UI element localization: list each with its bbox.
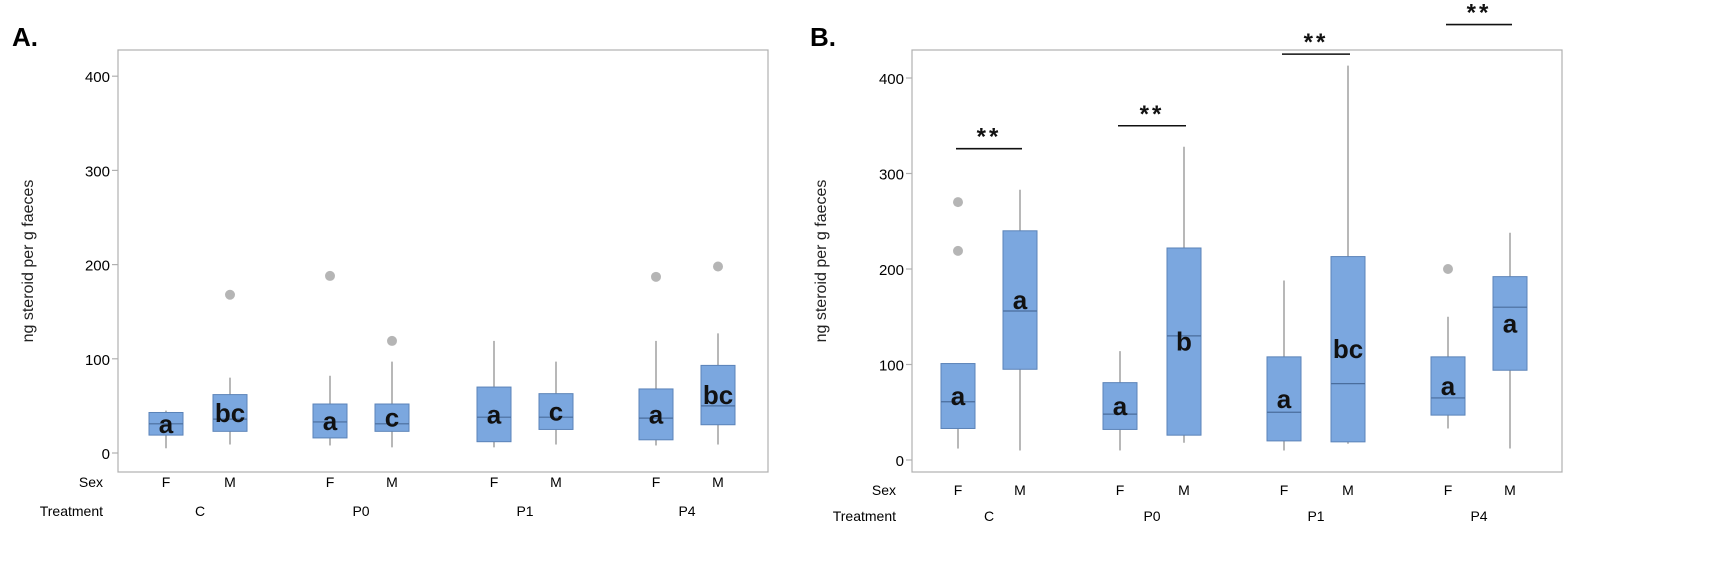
sex-label: F [1280,482,1289,498]
box [538,393,574,430]
group-letter: a [1441,371,1456,401]
group-letter: bc [1333,334,1363,364]
y-tick-label: 100 [85,352,110,369]
box [638,388,674,441]
y-tick-label: 100 [879,358,904,375]
sex-label: M [1342,482,1354,498]
sex-label: M [1014,482,1026,498]
significance-label: ** [1140,101,1165,128]
plot-frame [117,49,769,473]
treatment-label: P4 [678,503,695,519]
y-tick-label: 400 [85,69,110,86]
panel-b: B. 0 100 200 300 400 ng steroid per g faeces Se… [810,0,1563,524]
outlier-point [651,271,661,282]
sex-label: M [386,474,398,490]
sex-label: M [712,474,724,490]
y-tick-label: 0 [102,446,110,463]
treatment-label: P1 [1307,508,1324,524]
y-axis-label: ng steroid per g faeces [813,180,830,343]
plot-frame [911,49,1563,473]
significance-label: ** [977,124,1002,151]
group-letter: bc [703,380,733,410]
y-tick-label: 300 [85,163,110,180]
panel-label: A. [12,22,38,52]
box [476,386,512,443]
significance-label: ** [1467,0,1492,27]
box [1266,356,1302,442]
box [374,403,410,432]
y-tick-label: 200 [879,262,904,279]
group-letter: a [1503,308,1518,338]
treatment-label: P0 [352,503,369,519]
outlier-point [325,270,335,281]
box [1166,247,1202,436]
group-letter: bc [215,398,245,428]
outlier-point [953,197,963,208]
row-label-sex: Sex [79,474,103,490]
y-tick-label: 300 [879,167,904,184]
box [1492,276,1528,371]
group-letter: a [649,399,664,429]
box [940,363,976,429]
group-letter: a [1113,391,1128,421]
outlier-point [953,245,963,256]
treatment-label: C [984,508,994,524]
box [1430,356,1466,416]
sex-label: F [162,474,171,490]
row-label-treatment: Treatment [833,508,896,524]
treatment-label: P1 [516,503,533,519]
box [312,403,348,439]
box [212,394,248,432]
row-label-sex: Sex [872,482,896,498]
significance-label: ** [1304,29,1329,56]
group-letter: a [1277,384,1292,414]
group-letter: a [951,381,966,411]
treatment-label: P4 [1470,508,1487,524]
y-tick-label: 0 [896,453,904,470]
sex-label: M [224,474,236,490]
treatment-label: P0 [1143,508,1160,524]
y-tick-label: 200 [85,258,110,275]
y-axis-label: ng steroid per g faeces [20,180,37,343]
group-letter: a [159,409,174,439]
sex-label: F [1116,482,1125,498]
group-letter: a [1013,285,1028,315]
outlier-point [387,335,397,346]
outlier-point [1443,264,1453,274]
group-letter: a [487,399,502,429]
sex-label: F [954,482,963,498]
sex-label: F [1444,482,1453,498]
panel-label: B. [810,22,836,52]
sex-label: F [652,474,661,490]
sex-label: F [326,474,335,490]
panel-a: A. 0 100 200 300 400 ng steroid per g faeces Se… [12,22,769,519]
sex-label: M [1178,482,1190,498]
group-letter: c [385,403,399,433]
row-label-treatment: Treatment [40,503,103,519]
group-letter: c [549,397,563,427]
box [700,364,736,426]
treatment-label: C [195,503,205,519]
box [1330,256,1366,443]
box [1002,230,1038,370]
sex-label: M [1504,482,1516,498]
group-letter: b [1176,327,1192,357]
y-tick-label: 400 [879,71,904,88]
sex-label: M [550,474,562,490]
outlier-point [225,289,235,300]
outlier-point [713,261,723,272]
sex-label: F [490,474,499,490]
box [1102,382,1138,430]
group-letter: a [323,406,338,436]
